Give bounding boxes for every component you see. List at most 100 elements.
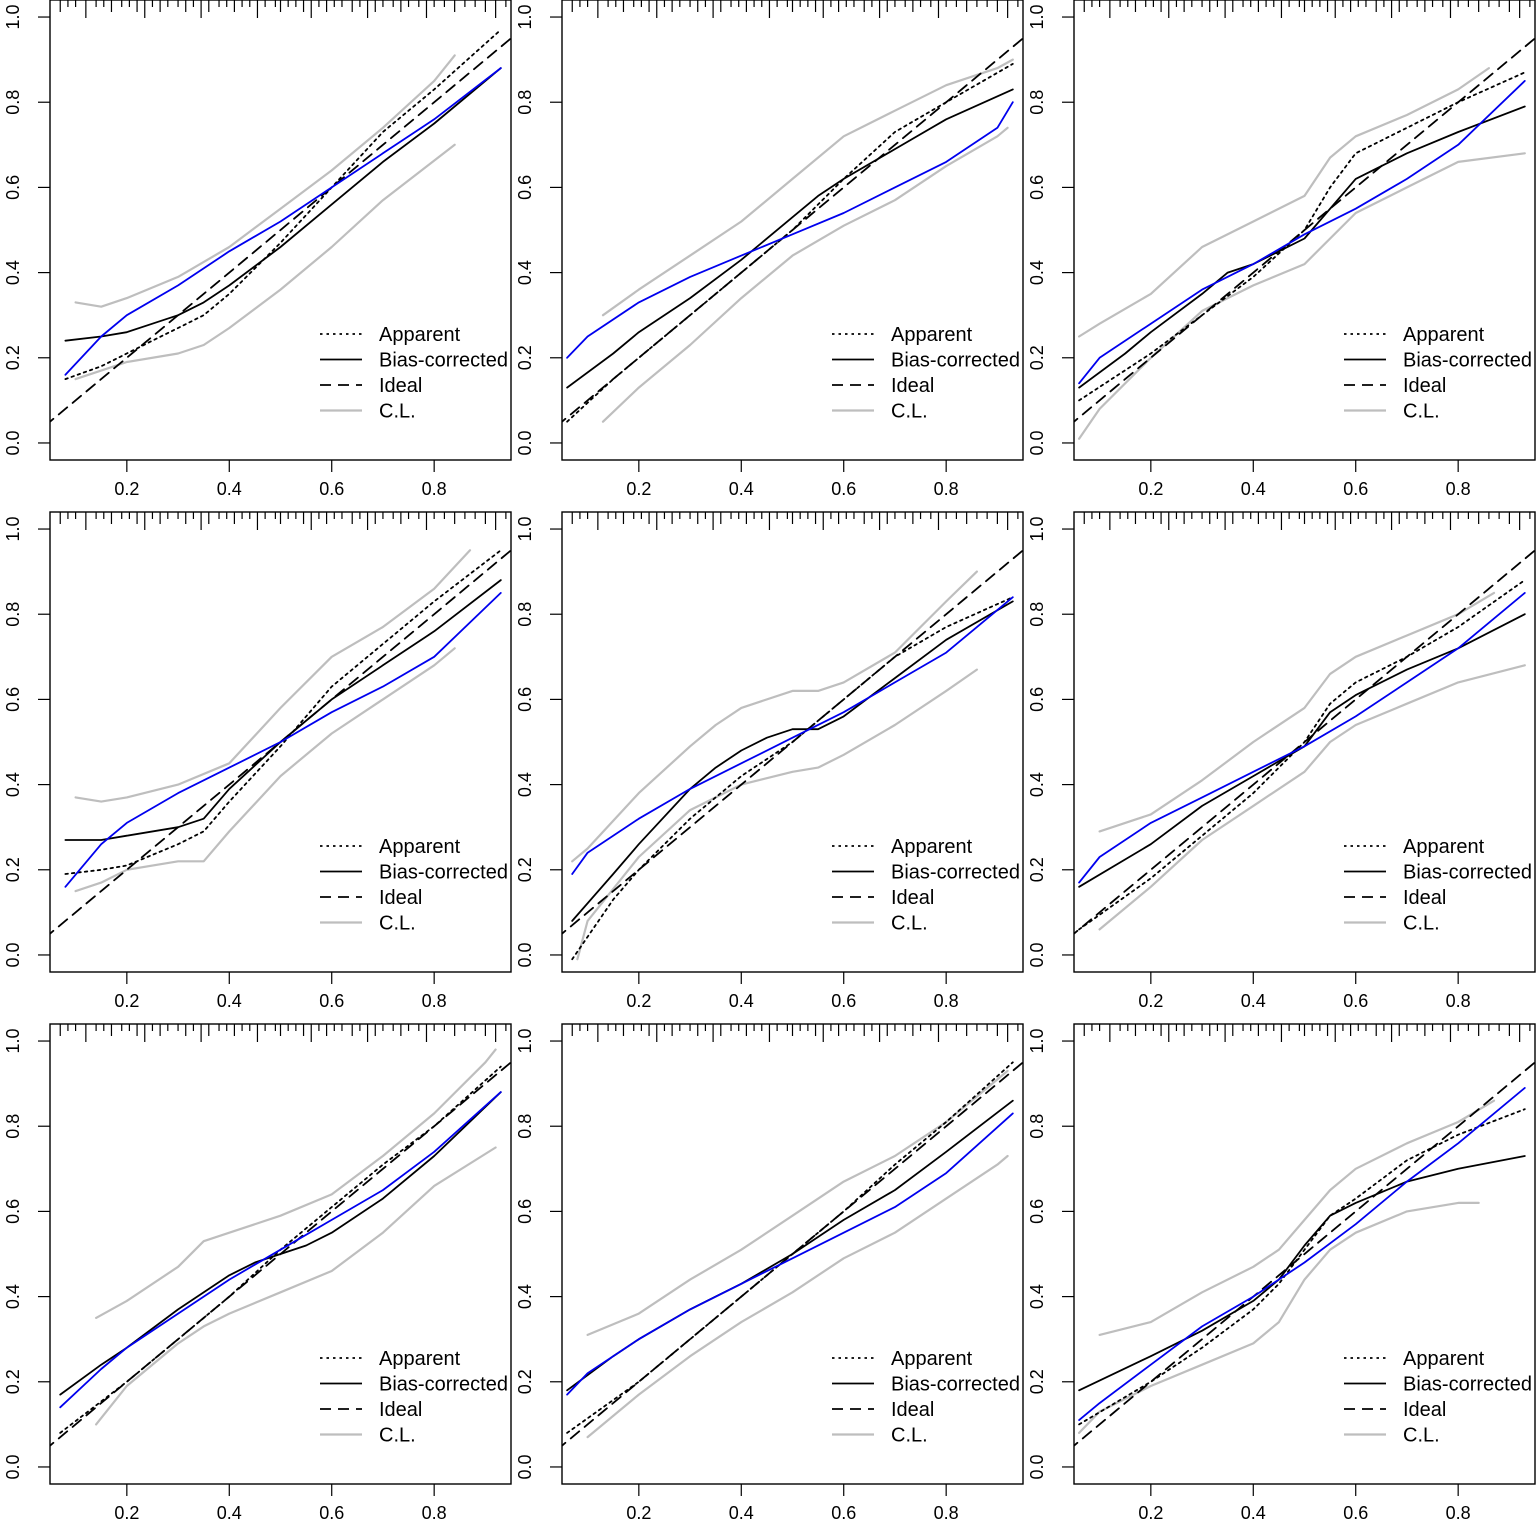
y-tick-label: 0.2 bbox=[515, 345, 535, 370]
x-tick-label: 0.6 bbox=[1343, 991, 1368, 1011]
y-tick-label: 0.0 bbox=[515, 1454, 535, 1479]
legend-label: Ideal bbox=[1403, 1399, 1446, 1421]
plot-area bbox=[50, 28, 511, 423]
y-tick-label: 0.2 bbox=[3, 345, 23, 370]
legend: Apparent Bias-corrected Ideal C.L. bbox=[832, 324, 1020, 423]
ci-line bbox=[1077, 1201, 1480, 1434]
y-tick-label: 0.6 bbox=[1027, 687, 1047, 712]
y-tick-label: 0.6 bbox=[3, 175, 23, 200]
x-tick-label: 0.8 bbox=[1446, 479, 1471, 499]
legend-label: C.L. bbox=[891, 401, 928, 423]
legend: Apparent Bias-corrected Ideal C.L. bbox=[320, 324, 508, 423]
y-tick-label: 0.0 bbox=[3, 1454, 23, 1479]
y-tick-label: 0.8 bbox=[1027, 602, 1047, 627]
x-tick-label: 0.2 bbox=[1138, 479, 1163, 499]
ci-line bbox=[586, 1154, 1009, 1439]
x-tick-label: 0.8 bbox=[934, 479, 959, 499]
legend-label: Bias-corrected bbox=[379, 1374, 508, 1396]
legend-label: Apparent bbox=[891, 1348, 973, 1370]
ci-line bbox=[1077, 66, 1490, 338]
x-tick-label: 0.2 bbox=[626, 479, 651, 499]
calibration-panel: 0.2 0.4 0.6 0.8 0.0 0.2 0.4 0.6 0.8 1.0 Apparent Bi… bbox=[515, 1023, 1024, 1523]
legend: Apparent Bias-corrected Ideal C.L. bbox=[320, 1348, 508, 1447]
apparent-line bbox=[1078, 1108, 1526, 1426]
y-tick-label: 1.0 bbox=[3, 1029, 23, 1054]
legend-label: Ideal bbox=[379, 375, 422, 397]
plot-area bbox=[562, 549, 1023, 961]
legend-label: Ideal bbox=[379, 887, 422, 909]
bias-corrected-line bbox=[566, 88, 1014, 389]
legend: Apparent Bias-corrected Ideal C.L. bbox=[320, 836, 508, 935]
y-tick-label: 0.6 bbox=[515, 175, 535, 200]
apparent-line bbox=[64, 28, 502, 381]
legend: Apparent Bias-corrected Ideal C.L. bbox=[1344, 1348, 1532, 1447]
y-tick-label: 0.2 bbox=[1027, 857, 1047, 882]
legend-label: Apparent bbox=[379, 836, 461, 858]
y-tick-label: 1.0 bbox=[515, 517, 535, 542]
ci-line bbox=[601, 126, 1009, 423]
y-tick-label: 1.0 bbox=[3, 5, 23, 30]
ci-line bbox=[1098, 1099, 1496, 1336]
y-tick-label: 0.2 bbox=[3, 1369, 23, 1394]
y-tick-label: 0.8 bbox=[515, 602, 535, 627]
y-tick-label: 0.0 bbox=[515, 942, 535, 967]
legend-label: Ideal bbox=[891, 887, 934, 909]
ideal-line bbox=[1074, 1061, 1535, 1447]
calibration-panel: 0.2 0.4 0.6 0.8 0.0 0.2 0.4 0.6 0.8 1.0 Apparent Bi… bbox=[515, 511, 1024, 1011]
x-tick-label: 0.4 bbox=[217, 991, 242, 1011]
x-tick-label: 0.4 bbox=[729, 991, 754, 1011]
y-tick-label: 0.0 bbox=[1027, 942, 1047, 967]
x-tick-label: 0.8 bbox=[934, 1503, 959, 1523]
y-tick-label: 0.6 bbox=[1027, 175, 1047, 200]
y-tick-label: 0.6 bbox=[515, 687, 535, 712]
apparent-line bbox=[64, 549, 502, 875]
x-tick-label: 0.8 bbox=[1446, 1503, 1471, 1523]
ci-line bbox=[74, 549, 472, 803]
legend-label: C.L. bbox=[379, 1425, 416, 1447]
y-tick-label: 0.4 bbox=[515, 1284, 535, 1309]
x-tick-label: 0.2 bbox=[114, 1503, 139, 1523]
y-tick-label: 0.4 bbox=[1027, 1284, 1047, 1309]
y-tick-label: 0.6 bbox=[3, 687, 23, 712]
y-tick-label: 0.0 bbox=[3, 942, 23, 967]
y-tick-label: 0.2 bbox=[515, 857, 535, 882]
bias-corrected-line bbox=[64, 579, 502, 841]
ci-line bbox=[74, 54, 456, 308]
legend-label: Ideal bbox=[891, 375, 934, 397]
legend: Apparent Bias-corrected Ideal C.L. bbox=[1344, 836, 1532, 935]
ideal-line bbox=[50, 37, 511, 423]
legend-label: Apparent bbox=[379, 324, 461, 346]
legend-label: Apparent bbox=[891, 836, 973, 858]
y-tick-label: 0.8 bbox=[515, 1114, 535, 1139]
x-tick-label: 0.8 bbox=[934, 991, 959, 1011]
y-tick-label: 0.8 bbox=[3, 1114, 23, 1139]
legend-label: Ideal bbox=[1403, 375, 1446, 397]
y-tick-label: 0.2 bbox=[1027, 345, 1047, 370]
y-tick-label: 1.0 bbox=[1027, 517, 1047, 542]
x-tick-label: 0.2 bbox=[626, 991, 651, 1011]
x-tick-label: 0.6 bbox=[319, 479, 344, 499]
x-tick-label: 0.4 bbox=[729, 1503, 754, 1523]
calibration-panel: 0.2 0.4 0.6 0.8 0.0 0.2 0.4 0.6 0.8 1.0 Apparent Bi… bbox=[1027, 511, 1536, 1011]
legend-label: Ideal bbox=[891, 1399, 934, 1421]
legend-label: C.L. bbox=[891, 1425, 928, 1447]
bias-corrected-line bbox=[566, 1099, 1014, 1392]
x-tick-label: 0.4 bbox=[1241, 1503, 1266, 1523]
legend: Apparent Bias-corrected Ideal C.L. bbox=[832, 836, 1020, 935]
ci-line bbox=[1098, 591, 1496, 833]
ci-line bbox=[1098, 664, 1526, 931]
legend: Apparent Bias-corrected Ideal C.L. bbox=[1344, 324, 1532, 423]
x-tick-label: 0.8 bbox=[422, 991, 447, 1011]
x-tick-label: 0.6 bbox=[1343, 1503, 1368, 1523]
y-tick-label: 0.0 bbox=[515, 430, 535, 455]
x-tick-label: 0.6 bbox=[831, 991, 856, 1011]
plot-area bbox=[50, 1048, 511, 1447]
y-tick-label: 1.0 bbox=[515, 5, 535, 30]
y-tick-label: 0.4 bbox=[1027, 772, 1047, 797]
plot-area bbox=[562, 1061, 1023, 1447]
y-tick-label: 0.2 bbox=[1027, 1369, 1047, 1394]
y-tick-label: 1.0 bbox=[1027, 5, 1047, 30]
legend-label: Bias-corrected bbox=[379, 862, 508, 884]
legend-label: Bias-corrected bbox=[891, 350, 1020, 372]
y-tick-label: 0.0 bbox=[3, 430, 23, 455]
